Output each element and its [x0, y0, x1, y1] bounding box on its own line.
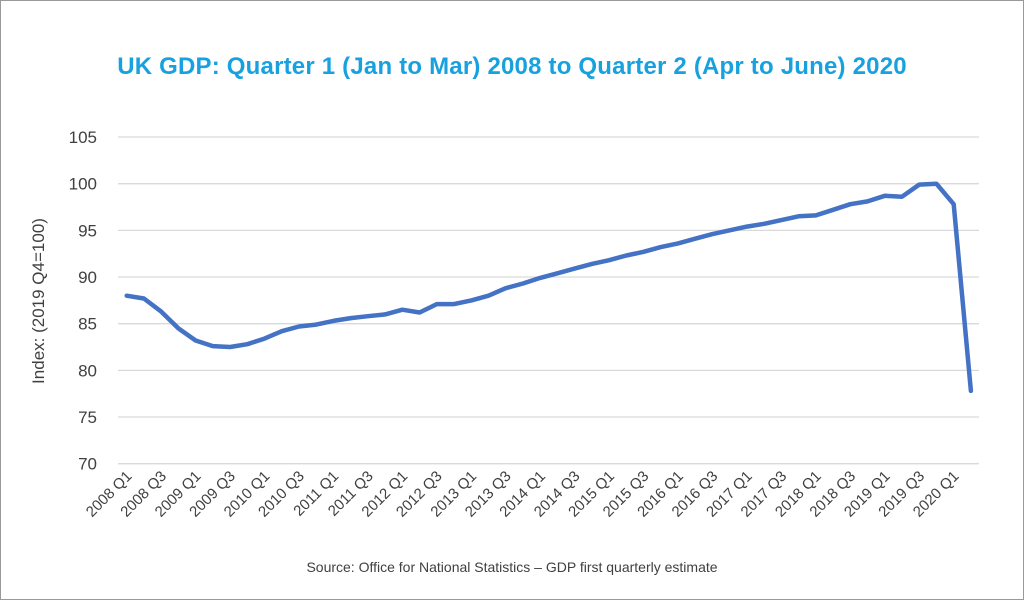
y-tick-label: 105 [69, 128, 97, 147]
y-tick-label: 70 [78, 455, 97, 474]
y-tick-label: 95 [78, 221, 97, 240]
y-tick-label: 80 [78, 361, 97, 380]
y-tick-label: 75 [78, 408, 97, 427]
gdp-line-series [124, 181, 974, 394]
y-tick-label: 100 [69, 175, 97, 194]
y-tick-label: 85 [78, 315, 97, 334]
chart-title: UK GDP: Quarter 1 (Jan to Mar) 2008 to Q… [117, 53, 907, 80]
source-caption: Source: Office for National Statistics –… [306, 559, 718, 575]
y-tick-label: 90 [78, 268, 97, 287]
